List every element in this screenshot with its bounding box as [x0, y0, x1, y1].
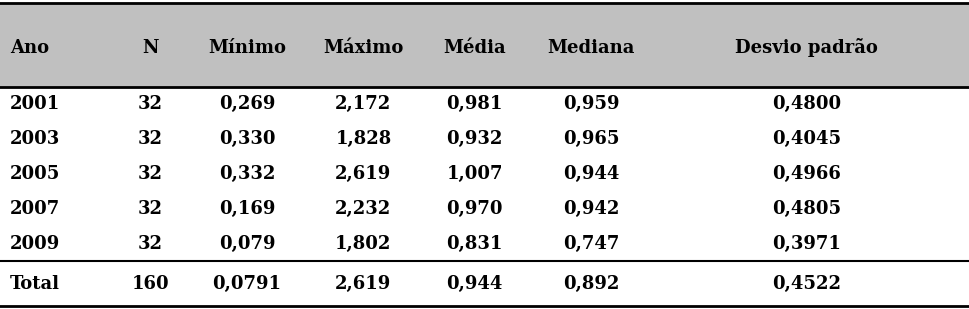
Text: 0,332: 0,332 [219, 165, 275, 183]
Text: 32: 32 [138, 130, 163, 148]
Text: 0,169: 0,169 [219, 200, 275, 218]
Bar [0, 3, 969, 87]
Text: 0,932: 0,932 [447, 130, 503, 148]
Text: 2009: 2009 [10, 235, 60, 253]
Text: Mínimo: Mínimo [208, 39, 286, 57]
Text: 32: 32 [138, 165, 163, 183]
Text: 0,965: 0,965 [563, 130, 619, 148]
Text: 0,4966: 0,4966 [772, 165, 841, 183]
Text: Máximo: Máximo [324, 39, 403, 57]
Text: 0,330: 0,330 [219, 130, 275, 148]
Text: 0,942: 0,942 [563, 200, 619, 218]
Text: 0,944: 0,944 [563, 165, 619, 183]
Text: N: N [141, 39, 159, 57]
Text: 2,232: 2,232 [335, 200, 391, 218]
Text: Ano: Ano [10, 39, 48, 57]
Text: 0,4045: 0,4045 [772, 130, 841, 148]
Text: 1,828: 1,828 [335, 130, 391, 148]
Text: 2001: 2001 [10, 95, 60, 113]
Text: 0,747: 0,747 [563, 235, 619, 253]
Text: Média: Média [444, 39, 506, 57]
Text: 1,007: 1,007 [447, 165, 503, 183]
Text: 32: 32 [138, 200, 163, 218]
Text: 0,831: 0,831 [447, 235, 503, 253]
Text: 0,892: 0,892 [563, 274, 619, 293]
Text: 0,959: 0,959 [563, 95, 619, 113]
Text: 0,4800: 0,4800 [772, 95, 841, 113]
Text: 1,802: 1,802 [335, 235, 391, 253]
Text: 32: 32 [138, 235, 163, 253]
Text: 2005: 2005 [10, 165, 60, 183]
Text: 0,944: 0,944 [447, 274, 503, 293]
Text: 0,079: 0,079 [219, 235, 275, 253]
Text: 0,4805: 0,4805 [772, 200, 841, 218]
Text: 0,0791: 0,0791 [212, 274, 282, 293]
Text: 2,619: 2,619 [335, 165, 391, 183]
Text: 2,172: 2,172 [335, 95, 391, 113]
Text: 160: 160 [132, 274, 169, 293]
Text: 0,970: 0,970 [447, 200, 503, 218]
Text: 2007: 2007 [10, 200, 60, 218]
Text: 0,981: 0,981 [447, 95, 503, 113]
Text: Desvio padrão: Desvio padrão [735, 38, 878, 57]
Text: 0,269: 0,269 [219, 95, 275, 113]
Text: 2,619: 2,619 [335, 274, 391, 293]
Text: 32: 32 [138, 95, 163, 113]
Text: 0,4522: 0,4522 [772, 274, 841, 293]
Text: Mediana: Mediana [547, 39, 635, 57]
Text: 0,3971: 0,3971 [772, 235, 841, 253]
Text: Total: Total [10, 274, 60, 293]
Text: 2003: 2003 [10, 130, 60, 148]
